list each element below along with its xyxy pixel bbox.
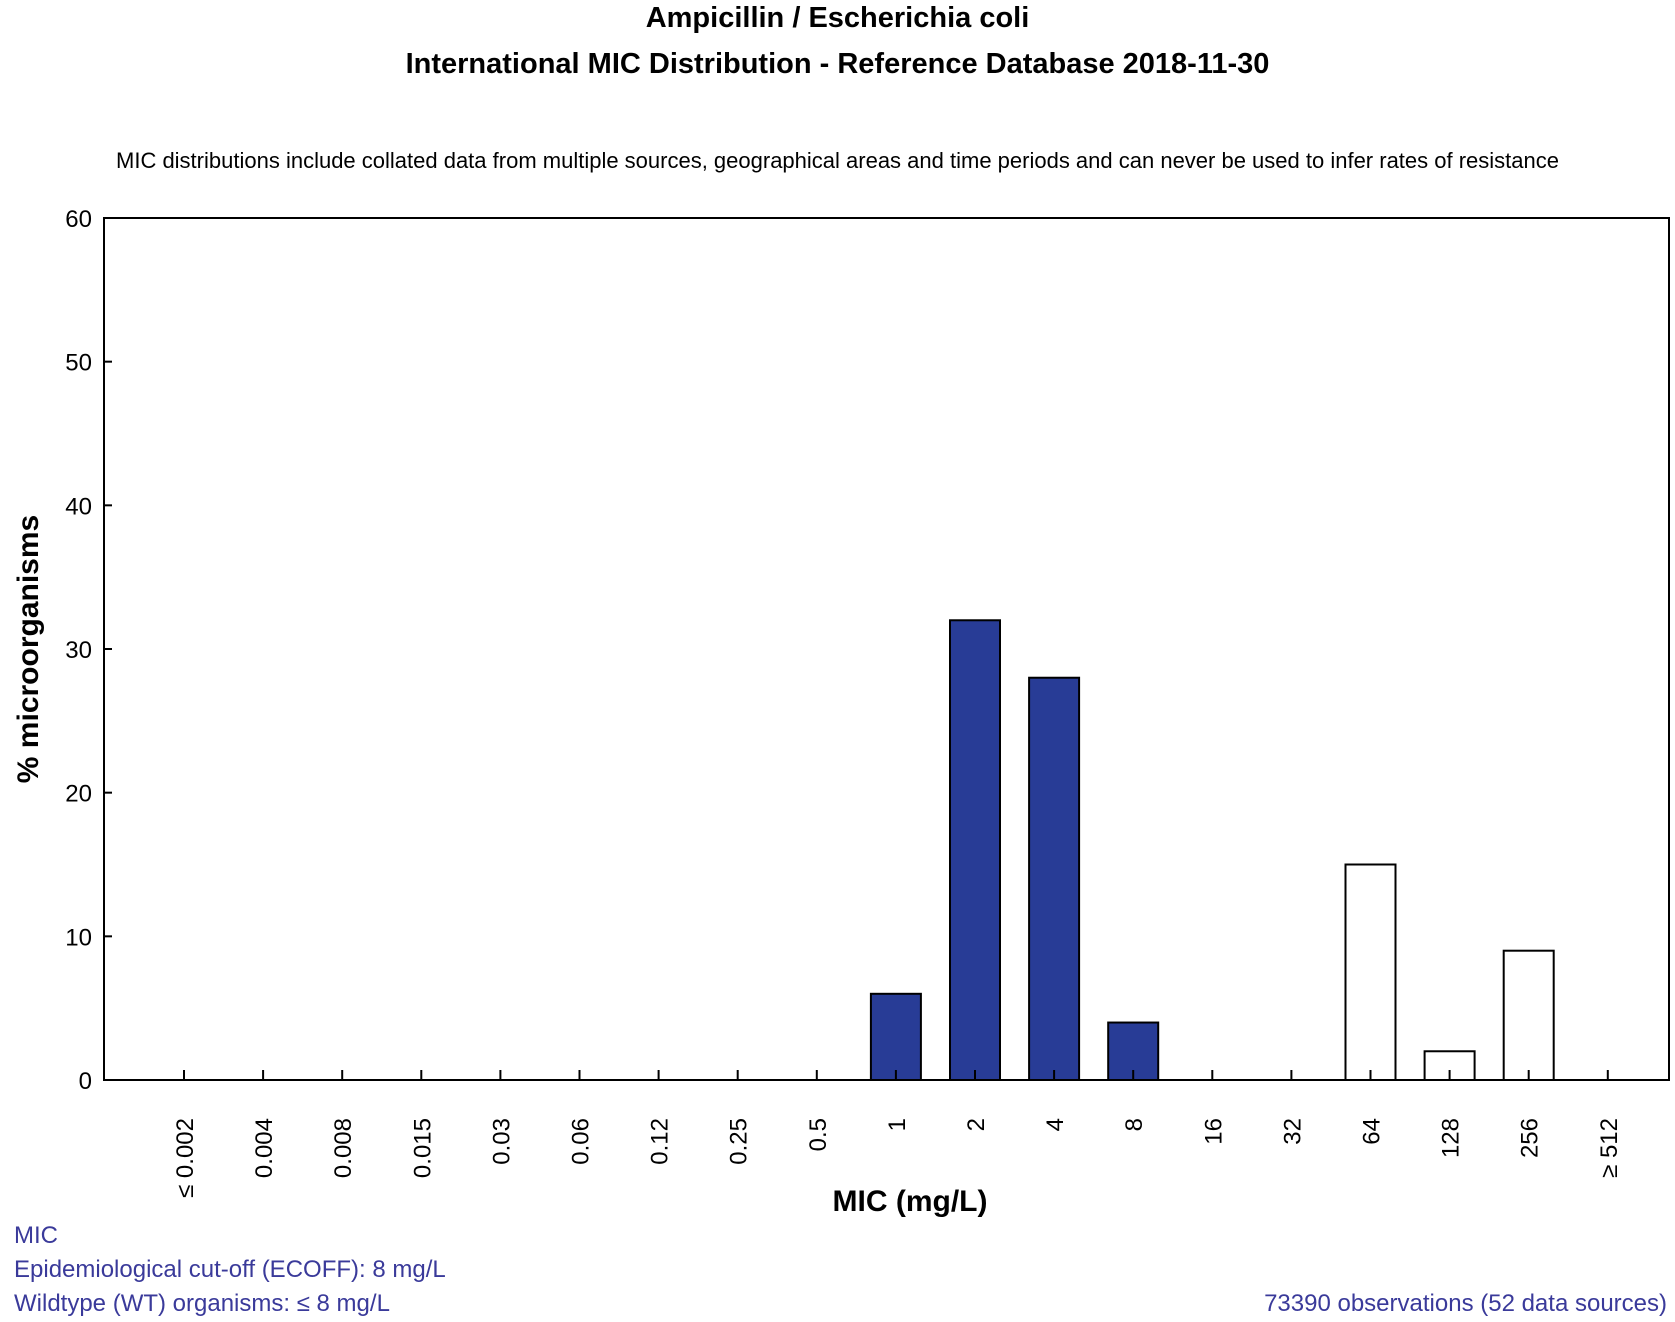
footer-mic-label: MIC bbox=[14, 1222, 58, 1249]
x-tick-label: ≥ 512 bbox=[1596, 1118, 1623, 1178]
non-wt-bar bbox=[1344, 863, 1397, 1081]
footer-wildtype: Wildtype (WT) organisms: ≤ 8 mg/L bbox=[14, 1290, 390, 1317]
y-tick-label: 20 bbox=[65, 781, 92, 808]
x-tick-label: ≤ 0.002 bbox=[172, 1118, 199, 1198]
x-tick-label: 0.004 bbox=[251, 1118, 278, 1178]
wt-bar bbox=[869, 992, 922, 1081]
y-tick-label: 10 bbox=[65, 924, 92, 951]
x-axis: ≤ 0.002 0.004 0.008 0.015 0.03 0.06 0.12 0.25 0.… bbox=[172, 1070, 1623, 1198]
x-tick-label: 0.12 bbox=[647, 1118, 674, 1165]
bars-group bbox=[869, 619, 1555, 1082]
footer-ecoff: Epidemiological cut-off (ECOFF): 8 mg/L bbox=[14, 1256, 446, 1283]
x-tick-label: 8 bbox=[1121, 1118, 1148, 1131]
y-tick-label: 0 bbox=[79, 1068, 92, 1095]
x-tick-label: 64 bbox=[1359, 1118, 1386, 1145]
y-tick-label: 50 bbox=[65, 350, 92, 377]
chart-subtitle: International MIC Distribution - Referen… bbox=[405, 48, 1270, 80]
plot-frame bbox=[103, 217, 1670, 1081]
x-axis-label: MIC (mg/L) bbox=[833, 1185, 988, 1218]
y-tick-label: 30 bbox=[65, 637, 92, 664]
x-tick-label: 32 bbox=[1279, 1118, 1306, 1145]
x-tick-label: 0.5 bbox=[805, 1118, 832, 1151]
y-axis: 0 10 20 30 40 50 60 bbox=[65, 206, 112, 1095]
mic-bar-chart: 0 10 20 30 40 50 60 ≤ 0.002 0.004 0.008 0.015 0.03… bbox=[12, 206, 1670, 1218]
wt-bar bbox=[1028, 676, 1081, 1081]
x-tick-label: 2 bbox=[963, 1118, 990, 1131]
y-tick-label: 40 bbox=[65, 493, 92, 520]
x-tick-label: 16 bbox=[1200, 1118, 1227, 1145]
x-tick-label: 1 bbox=[884, 1118, 911, 1131]
chart-title: Ampicillin / Escherichia coli bbox=[645, 2, 1030, 34]
non-wt-bar bbox=[1502, 949, 1555, 1082]
chart-note: MIC distributions include collated data … bbox=[116, 148, 1559, 173]
y-tick-label: 60 bbox=[65, 206, 92, 233]
footer-observations: 73390 observations (52 data sources) bbox=[1264, 1290, 1667, 1317]
x-tick-label: 256 bbox=[1517, 1118, 1544, 1158]
x-tick-label: 0.015 bbox=[409, 1118, 436, 1178]
x-tick-label: 4 bbox=[1042, 1118, 1069, 1131]
x-tick-label: 0.03 bbox=[488, 1118, 515, 1165]
wt-bar bbox=[949, 619, 1001, 1081]
y-axis-label: % microorganisms bbox=[12, 515, 45, 783]
x-tick-label: 0.008 bbox=[330, 1118, 357, 1178]
x-tick-label: 0.06 bbox=[568, 1118, 595, 1165]
x-tick-label: 128 bbox=[1438, 1118, 1465, 1158]
x-tick-label: 0.25 bbox=[726, 1118, 753, 1165]
